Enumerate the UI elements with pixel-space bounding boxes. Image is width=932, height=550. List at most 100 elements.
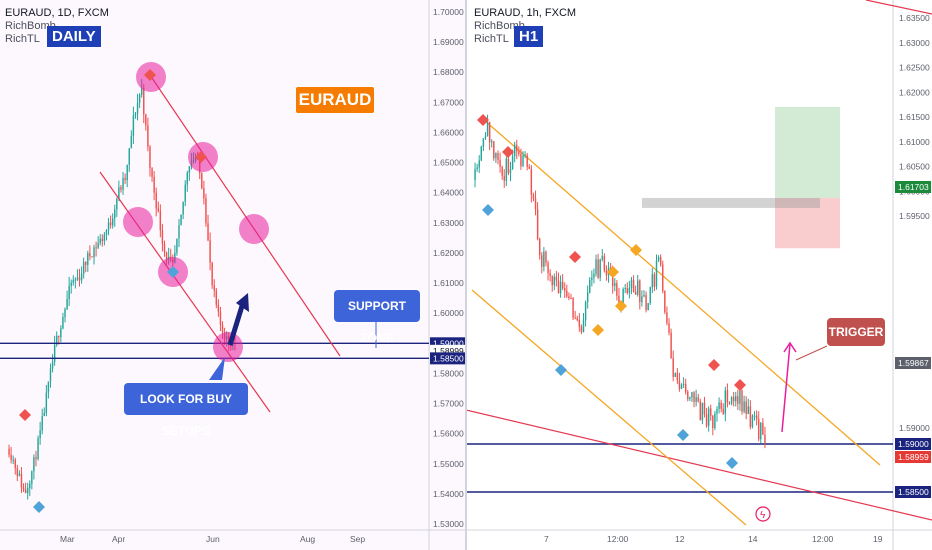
daily-buy-arrow-shaft	[227, 305, 245, 346]
hourly-price-label: 1.59867	[898, 358, 929, 368]
hourly-candle-body	[705, 414, 708, 426]
daily-candle-body	[29, 483, 31, 489]
daily-candle-body	[111, 218, 114, 226]
trigger-callout: TRIGGER	[827, 318, 885, 346]
daily-candle-body	[109, 222, 112, 226]
daily-symbol: EURAUD, 1D, FXCM	[5, 7, 109, 19]
daily-candle-body	[219, 311, 222, 325]
hourly-candle-body	[755, 415, 758, 420]
hourly-candle-body	[680, 384, 683, 389]
buy-setups-callout: LOOK FOR BUY SETUPS	[124, 383, 248, 438]
hourly-candle-body	[574, 317, 576, 319]
hourly-candle-body	[549, 272, 551, 276]
daily-touch-circle	[239, 214, 269, 244]
daily-candle-body	[85, 262, 87, 266]
hourly-candle-body	[528, 166, 531, 169]
hourly-candle-body	[653, 274, 656, 287]
hourly-candle-body	[559, 281, 562, 294]
hourly-long-trendline	[465, 409, 932, 521]
hourly-candle-body	[732, 397, 735, 402]
daily-candle-body	[76, 277, 79, 280]
hourly-candle-body	[632, 279, 635, 292]
daily-candle-body	[41, 416, 43, 431]
hourly-candle-body	[641, 296, 643, 303]
hourly-candle-body	[622, 289, 624, 304]
hourly-x-tick: 14	[748, 534, 758, 544]
daily-candle-body	[161, 230, 164, 244]
hourly-indicator-1: RichBomb	[474, 20, 525, 32]
hourly-candle-body	[580, 326, 583, 333]
daily-candle-body	[178, 225, 180, 239]
hourly-profit-zone	[775, 106, 840, 198]
daily-candle-body	[72, 279, 75, 283]
daily-candle-body	[89, 253, 91, 257]
daily-candle-body	[82, 262, 85, 274]
daily-y-tick: 1.64000	[433, 188, 464, 198]
hourly-candle-body	[668, 323, 670, 333]
hourly-candle-body	[482, 138, 485, 147]
daily-candle-body	[24, 489, 27, 494]
hourly-candle-body	[478, 160, 480, 168]
hourly-candle-body	[543, 251, 545, 267]
daily-candle-body	[182, 201, 184, 215]
hourly-header: EURAUD, 1h, FXCM RichBomb RichTL	[474, 7, 576, 46]
hourly-candle-body	[614, 283, 616, 286]
daily-x-tick: Aug	[300, 534, 315, 544]
hourly-bear-diamond	[569, 251, 581, 263]
daily-indicator-2: RichTL	[5, 33, 40, 45]
hourly-candle-body	[576, 318, 578, 321]
hourly-candle-body	[474, 169, 476, 180]
hourly-candle-body	[724, 390, 727, 414]
hourly-candle-body	[743, 401, 745, 412]
daily-buy-arrow-head	[236, 293, 249, 312]
hourly-chart-svg: 1.63500 1.63000 1.62500 1.62000 1.61500 1.610…	[465, 0, 932, 550]
daily-y-tick: 1.61000	[433, 278, 464, 288]
daily-candle-body	[132, 115, 135, 136]
daily-candle-body	[107, 222, 110, 231]
hourly-chart-panel[interactable]: 1.63500 1.63000 1.62500 1.62000 1.61500 1.610…	[465, 0, 932, 550]
hourly-candle-body	[597, 259, 599, 278]
hourly-candle-body	[501, 166, 503, 176]
hourly-candle-body	[659, 257, 662, 265]
hourly-candle-body	[538, 238, 541, 256]
hourly-candle-body	[611, 272, 614, 286]
hourly-candle-body	[563, 288, 566, 291]
hourly-x-tick: 12:00	[607, 534, 629, 544]
daily-candle-body	[68, 285, 70, 300]
hourly-candle-body	[536, 209, 539, 239]
hourly-candle-body	[547, 262, 549, 273]
daily-chart-panel[interactable]: 1.70000 1.69000 1.68000 1.67000 1.66000 1.650…	[0, 0, 466, 550]
daily-candle-body	[151, 168, 153, 177]
daily-price-label: 1.59000	[433, 338, 464, 348]
daily-candle-body	[58, 335, 60, 338]
hourly-bull-diamond	[726, 457, 738, 469]
daily-candle-body	[203, 188, 205, 199]
daily-price-label-bg	[430, 352, 466, 365]
hourly-candle-body	[678, 380, 681, 389]
hourly-indicator-2: RichTL	[474, 33, 509, 45]
hourly-y-tick: 1.61000	[899, 137, 930, 147]
hourly-candle-body	[676, 373, 679, 381]
hourly-trigger-arrow-head	[783, 341, 797, 353]
hourly-candle-body	[534, 198, 537, 210]
hourly-candle-body	[626, 287, 629, 293]
daily-bull-diamond	[33, 501, 45, 513]
hourly-candle-body	[495, 153, 497, 159]
hourly-candle-body	[618, 295, 620, 307]
hourly-candle-body	[639, 280, 641, 303]
hourly-candle-body	[511, 156, 514, 169]
hourly-candle-body	[695, 397, 697, 402]
daily-touch-circle	[123, 207, 153, 237]
hourly-candle-body	[601, 256, 604, 260]
hourly-candle-body	[739, 390, 741, 404]
daily-y-tick: 1.58000	[433, 368, 464, 378]
daily-candle-body	[165, 252, 168, 260]
daily-candle-body	[105, 230, 108, 235]
hourly-candle-body	[488, 122, 491, 143]
hourly-candle-body	[655, 260, 658, 287]
hourly-candle-body	[693, 392, 695, 402]
daily-candle-body	[31, 471, 33, 484]
daily-candle-body	[130, 135, 133, 149]
hourly-candle-body	[764, 434, 766, 444]
daily-candle-body	[74, 279, 77, 281]
